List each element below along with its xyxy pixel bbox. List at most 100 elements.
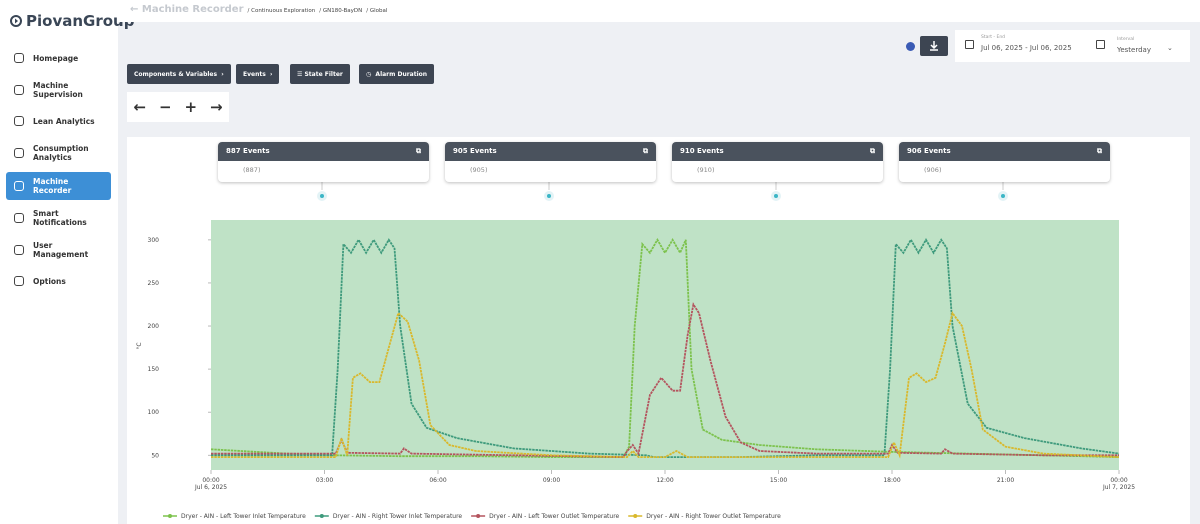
nav-icon [14, 276, 24, 286]
legend-dot [319, 514, 324, 518]
event-title: 910 Events ⧉ [672, 142, 883, 161]
date-panel[interactable]: Start - End Jul 06, 2025 - Jul 06, 2025 … [955, 30, 1190, 62]
legend-item[interactable]: Dryer - AIN - Left Tower Inlet Temperatu… [163, 513, 306, 520]
legend-dot [476, 514, 481, 518]
event-card[interactable]: 906 Events ⧉ (906) [899, 142, 1110, 182]
event-marker-dot [320, 194, 324, 198]
nav-item[interactable]: Smart Notifications [6, 204, 111, 232]
logo-icon [10, 15, 22, 27]
event-title: 887 Events ⧉ [218, 142, 429, 161]
x-tick-label: 00:00 [202, 477, 219, 484]
title: Machine Recorder [141, 4, 244, 15]
button[interactable]: Components & Variables › [127, 64, 231, 84]
nav-item[interactable]: Homepage [6, 44, 111, 72]
date-range-label: Start - End [981, 35, 1006, 40]
legend-label: Dryer - AIN - Right Tower Outlet Tempera… [646, 513, 781, 520]
legend-label: Dryer - AIN - Left Tower Inlet Temperatu… [181, 513, 306, 520]
event-count: (887) [243, 166, 261, 174]
nav-icon [14, 148, 24, 158]
button-label: State Filter [304, 70, 343, 78]
forward[interactable]: → [209, 98, 223, 116]
legend-item[interactable]: Dryer - AIN - Left Tower Outlet Temperat… [471, 513, 620, 520]
event-marker-dot [547, 194, 551, 198]
nav-label: Options [33, 276, 66, 286]
interval-label: Interval [1117, 37, 1135, 42]
nav-item[interactable]: Consumption Analytics [6, 139, 111, 167]
event-count: (906) [924, 166, 942, 174]
legend-item[interactable]: Dryer - AIN - Right Tower Inlet Temperat… [314, 513, 463, 520]
nav-icon [14, 53, 24, 63]
x-tick-label: 21:00 [997, 477, 1014, 484]
nav-label: Lean Analytics [33, 116, 95, 126]
event-count: (905) [470, 166, 488, 174]
x-tick-label: 03:00 [316, 477, 333, 484]
download-button[interactable] [920, 36, 948, 56]
series-line [211, 311, 1120, 459]
legend-label: Dryer - AIN - Left Tower Outlet Temperat… [489, 513, 619, 520]
interval-value: Yesterday [1117, 46, 1151, 54]
download-icon [930, 41, 938, 51]
button[interactable]: ☰ State Filter [290, 64, 350, 84]
date-range-value: Jul 06, 2025 - Jul 06, 2025 [981, 44, 1072, 52]
x-tick-label: 12:00 [656, 477, 673, 484]
y-tick-label: 50 [151, 452, 159, 459]
nav-label: Machine Supervision [33, 81, 83, 99]
legend-label: Dryer - AIN - Right Tower Inlet Temperat… [333, 513, 463, 520]
event-card[interactable]: 905 Events ⧉ (905) [445, 142, 656, 182]
nav-item[interactable]: Machine Supervision [6, 76, 111, 104]
crumb[interactable]: / GN180-BayDN [319, 8, 363, 14]
crumb[interactable]: / Continuous Exploration [247, 8, 316, 14]
logo: PiovanGroup [10, 12, 134, 30]
crumb[interactable]: / Global [366, 8, 388, 14]
nav-icon [14, 116, 24, 126]
calendar-icon [1096, 40, 1105, 49]
page-title: ← Machine Recorder / Continuous Explorati… [130, 4, 388, 15]
logo-text: PiovanGroup [26, 12, 135, 30]
open-icon: ⧉ [870, 147, 875, 155]
nav-item[interactable]: Lean Analytics [6, 107, 111, 135]
zoom-in[interactable]: + [184, 98, 198, 116]
back[interactable]: ← [133, 98, 147, 116]
nav-label: Machine Recorder [33, 177, 72, 195]
event-count: (910) [697, 166, 715, 174]
y-tick-label: 250 [148, 280, 160, 287]
legend-item[interactable]: Dryer - AIN - Right Tower Outlet Tempera… [628, 513, 781, 520]
nav-label: Consumption Analytics [33, 144, 89, 162]
series-line [211, 238, 1120, 458]
dropdown-arrow: ⌄ [1167, 44, 1173, 52]
nav-label: Homepage [33, 53, 79, 63]
sidebar: PiovanGroup Homepage Machine Supervision L… [0, 0, 134, 524]
zoom-controls: ← − + → [127, 92, 229, 122]
event-marker-dot [1001, 194, 1005, 198]
calendar-icon [965, 40, 974, 49]
y-tick-label: 300 [148, 237, 160, 244]
event-title: 905 Events ⧉ [445, 142, 656, 161]
x-date-label: Jul 7, 2025 [1102, 484, 1135, 491]
button[interactable]: Events › [236, 64, 280, 84]
x-tick-label: 06:00 [429, 477, 446, 484]
event-card[interactable]: 887 Events ⧉ (887) [218, 142, 429, 182]
x-tick-label: 09:00 [543, 477, 560, 484]
button-label: Alarm Duration [375, 70, 428, 78]
zoom-out[interactable]: − [158, 98, 172, 116]
series-line [211, 302, 1119, 459]
nav-item[interactable]: Options [6, 267, 111, 295]
x-date-label: Jul 6, 2025 [194, 484, 227, 491]
button-label: Events [243, 70, 266, 78]
open-icon: ⧉ [416, 147, 421, 155]
plot-band [211, 220, 1119, 470]
nav-icon [14, 245, 24, 255]
event-title: 906 Events ⧉ [899, 142, 1110, 161]
open-icon: ⧉ [643, 147, 648, 155]
nav-item[interactable]: User Management [6, 236, 111, 264]
nav-item[interactable]: Machine Recorder [6, 172, 111, 200]
event-marker-dot [774, 194, 778, 198]
event-card[interactable]: 910 Events ⧉ (910) [672, 142, 883, 182]
series-line [210, 238, 1120, 458]
info-badge[interactable] [906, 42, 915, 51]
button[interactable]: ◷ Alarm Duration [359, 64, 435, 84]
open-icon: ⧉ [1097, 147, 1102, 155]
y-tick-label: 150 [148, 366, 160, 373]
nav-label: User Management [33, 241, 89, 259]
